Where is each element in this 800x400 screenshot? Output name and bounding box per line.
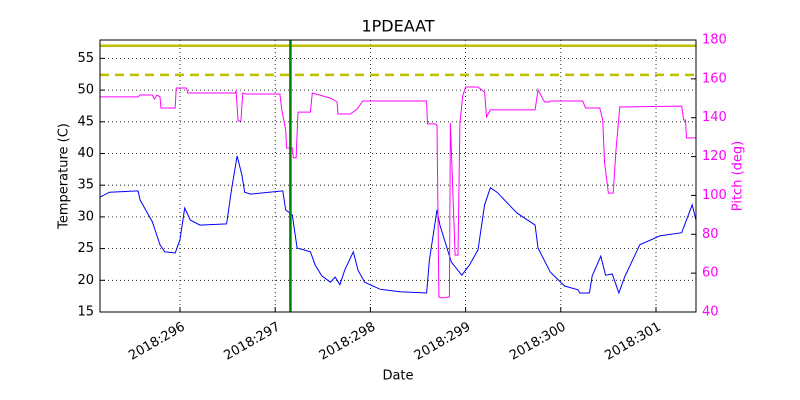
- y-tick-label: 20: [77, 273, 94, 288]
- y2-tick-label: 60: [702, 266, 719, 281]
- y2-axis-label: Pitch (deg): [731, 141, 746, 211]
- y2-tick-label: 120: [702, 149, 727, 164]
- y-tick-label: 30: [77, 209, 94, 224]
- plot-frame: [99, 39, 697, 313]
- chart-title: 1PDEAAT: [361, 17, 434, 36]
- x-tick-label: 2018:297: [221, 320, 282, 364]
- x-axis-label: Date: [382, 369, 413, 384]
- data-line: [100, 86, 696, 299]
- y2-tick-label: 40: [702, 305, 719, 320]
- y2-tick-label: 160: [702, 71, 727, 86]
- y-tick-label: 40: [77, 146, 94, 161]
- y-tick-label: 15: [77, 305, 94, 320]
- y-tick-label: 55: [77, 51, 94, 66]
- y2-tick-label: 140: [702, 110, 727, 125]
- data-line: [99, 155, 697, 295]
- x-tick-label: 2018:301: [602, 320, 663, 364]
- y-axis-label: Temperature (C): [57, 123, 72, 230]
- x-tick-label: 2018:300: [507, 320, 568, 364]
- y-tick-label: 45: [77, 114, 94, 129]
- x-tick-label: 2018:298: [317, 320, 378, 364]
- y-tick-label: 35: [77, 178, 94, 193]
- y-tick-label: 50: [77, 83, 94, 98]
- y2-tick-label: 100: [702, 188, 727, 203]
- y2-tick-label: 80: [702, 227, 719, 242]
- y2-tick-label: 180: [702, 33, 727, 48]
- x-tick-label: 2018:296: [126, 320, 187, 364]
- x-tick-label: 2018:299: [412, 320, 473, 364]
- y-tick-label: 25: [77, 241, 94, 256]
